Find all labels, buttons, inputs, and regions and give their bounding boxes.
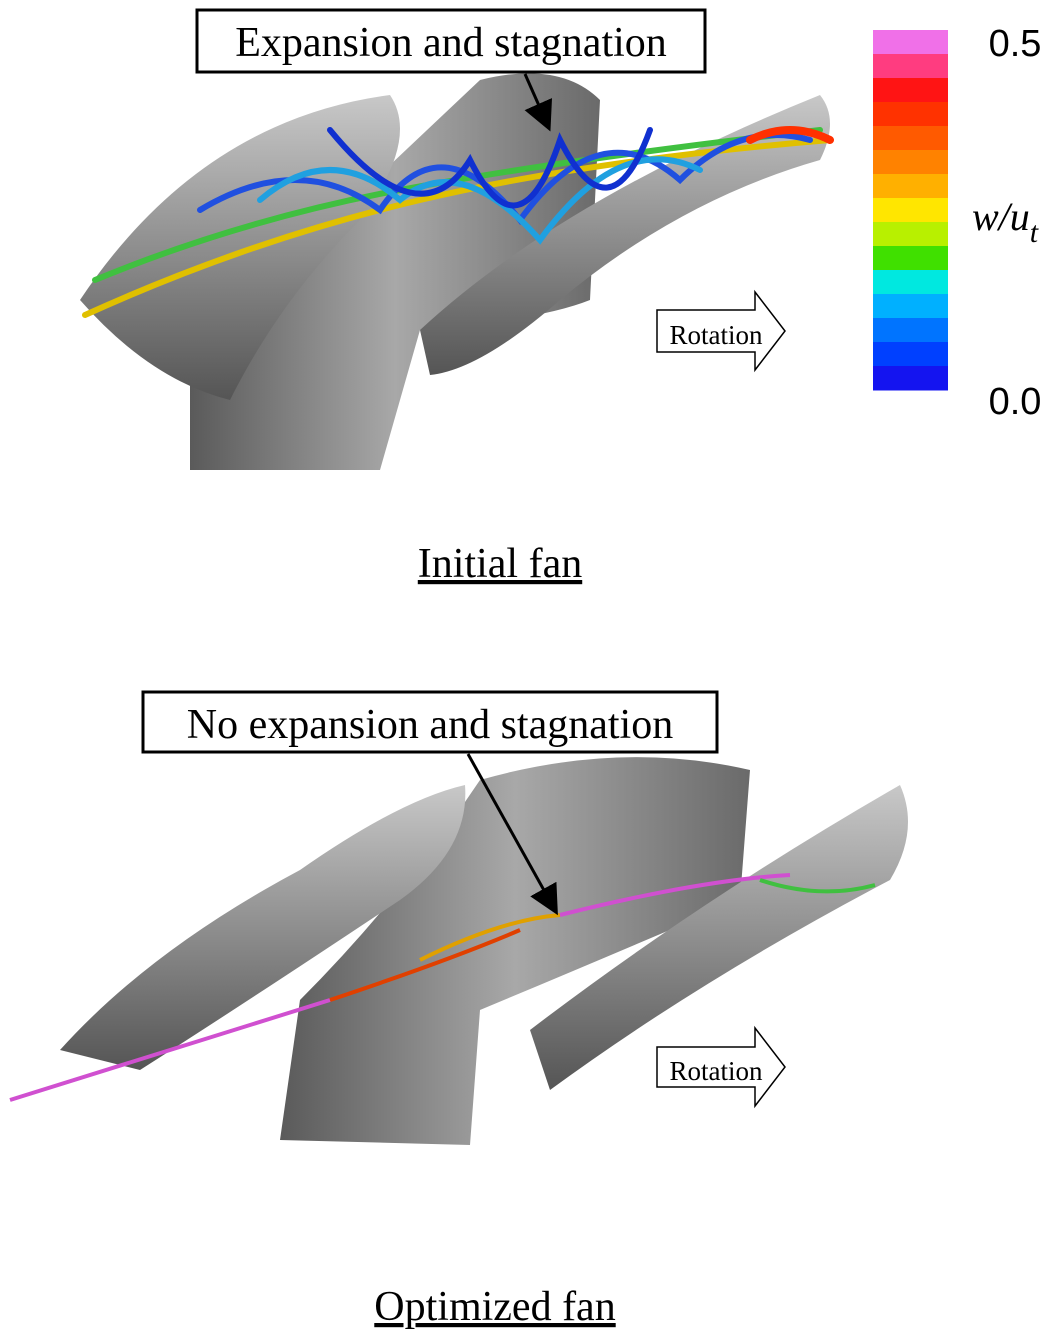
colorbar: [873, 30, 948, 391]
colorbar-band: [873, 30, 948, 55]
colorbar-band: [873, 270, 948, 295]
colorbar-band: [873, 342, 948, 367]
colorbar-band: [873, 222, 948, 247]
rotation-label: Rotation: [670, 1056, 763, 1086]
figure: Expansion and stagnation No expansion an…: [0, 0, 1056, 1332]
colorbar-band: [873, 174, 948, 199]
colorbar-variable: w/ut: [972, 194, 1039, 249]
optimized-fan-render: [10, 757, 908, 1145]
colorbar-band: [873, 294, 948, 319]
colorbar-band: [873, 246, 948, 271]
caption: Optimized fan: [374, 1284, 615, 1330]
colorbar-min-label: 0.0: [989, 381, 1042, 423]
annotation: Expansion and stagnation: [235, 20, 667, 66]
caption: Initial fan: [418, 541, 582, 587]
annotation: No expansion and stagnation: [187, 702, 673, 748]
colorbar-band: [873, 126, 948, 151]
colorbar-band: [873, 198, 948, 223]
colorbar-band: [873, 102, 948, 127]
colorbar-band: [873, 78, 948, 103]
colorbar-band: [873, 318, 948, 343]
rotation-label: Rotation: [670, 320, 763, 350]
colorbar-max-label: 0.5: [989, 23, 1042, 65]
colorbar-band: [873, 366, 948, 391]
variable-main: w/u: [972, 194, 1030, 239]
variable-subscript: t: [1030, 216, 1039, 249]
initial-fan-render: [80, 73, 830, 470]
colorbar-band: [873, 54, 948, 79]
colorbar-band: [873, 150, 948, 175]
